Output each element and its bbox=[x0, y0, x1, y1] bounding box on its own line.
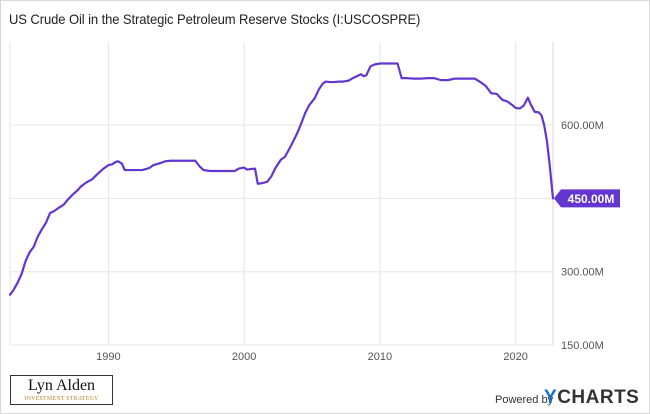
ycharts-logo-y: Y bbox=[544, 387, 558, 408]
x-tick-label: 2010 bbox=[368, 351, 392, 363]
chart-title: US Crude Oil in the Strategic Petroleum … bbox=[9, 11, 421, 27]
y-tick-label: 300.00M bbox=[561, 267, 604, 279]
grid-lines bbox=[9, 42, 554, 346]
x-tick-label: 1990 bbox=[96, 351, 120, 363]
last-value-label: 450.00M bbox=[568, 192, 615, 206]
x-tick-label: 2020 bbox=[503, 351, 527, 363]
series-line bbox=[8, 62, 555, 296]
last-value-badge-shape bbox=[554, 189, 620, 208]
y-tick-label: 150.00M bbox=[561, 340, 604, 352]
x-axis-ticks: 1990 2000 2010 2020 bbox=[96, 351, 528, 363]
x-tick-label: 2000 bbox=[232, 351, 256, 363]
logo-tagline: INVESTMENT STRATEGY bbox=[24, 396, 99, 402]
last-value-badge: 450.00M bbox=[554, 189, 620, 208]
logo-name: Lyn Alden bbox=[27, 377, 96, 394]
lyn-alden-logo: Lyn Alden INVESTMENT STRATEGY bbox=[10, 375, 113, 405]
powered-by-label: Powered by bbox=[495, 394, 554, 406]
ycharts-logo[interactable]: YCHARTS bbox=[544, 387, 639, 409]
y-tick-label: 600.00M bbox=[561, 120, 604, 132]
series-group bbox=[8, 62, 555, 296]
ycharts-logo-rest: CHARTS bbox=[557, 387, 640, 408]
